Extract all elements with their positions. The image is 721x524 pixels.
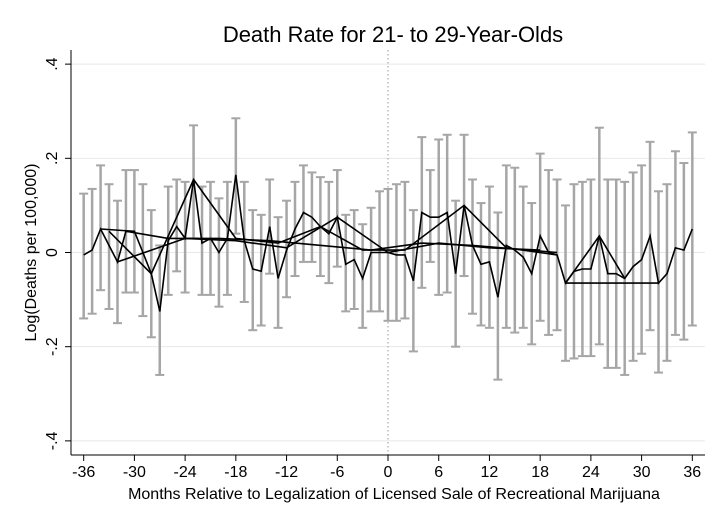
series-line <box>125 230 558 254</box>
x-tick-label: 6 <box>434 464 443 481</box>
series-line <box>100 228 135 233</box>
x-tick-label: 0 <box>384 464 393 481</box>
y-tick-label: -.2 <box>44 337 61 356</box>
y-tick-label: .4 <box>44 57 61 70</box>
y-tick-label: 0 <box>44 248 61 257</box>
x-tick-label: 30 <box>633 464 651 481</box>
series-line <box>564 234 626 284</box>
x-tick-label: 36 <box>683 464 701 481</box>
series-lines <box>83 174 694 312</box>
y-tick-label: -.4 <box>44 431 61 450</box>
y-tick-label: .2 <box>44 152 61 165</box>
axes: -36 -30 -24 -18 -12 -6 0 6 12 18 24 30 36 .4 .2 0 -.2 -.4 <box>44 50 705 481</box>
x-tick-label: -36 <box>72 464 95 481</box>
x-tick-label: -18 <box>224 464 247 481</box>
series-line <box>108 177 558 276</box>
x-tick-label: -30 <box>123 464 146 481</box>
x-tick-label: 24 <box>582 464 600 481</box>
x-tick-label: -12 <box>275 464 298 481</box>
chart-title: Death Rate for 21- to 29-Year-Olds <box>223 22 563 47</box>
y-axis-label: Log(Deaths per 100,000) <box>23 164 40 342</box>
x-tick-label: -6 <box>330 464 344 481</box>
x-axis-label: Months Relative to Legalization of Licen… <box>128 486 660 503</box>
x-tick-label: 18 <box>531 464 549 481</box>
x-tick-label: -24 <box>174 464 197 481</box>
x-tick-label: 12 <box>481 464 499 481</box>
